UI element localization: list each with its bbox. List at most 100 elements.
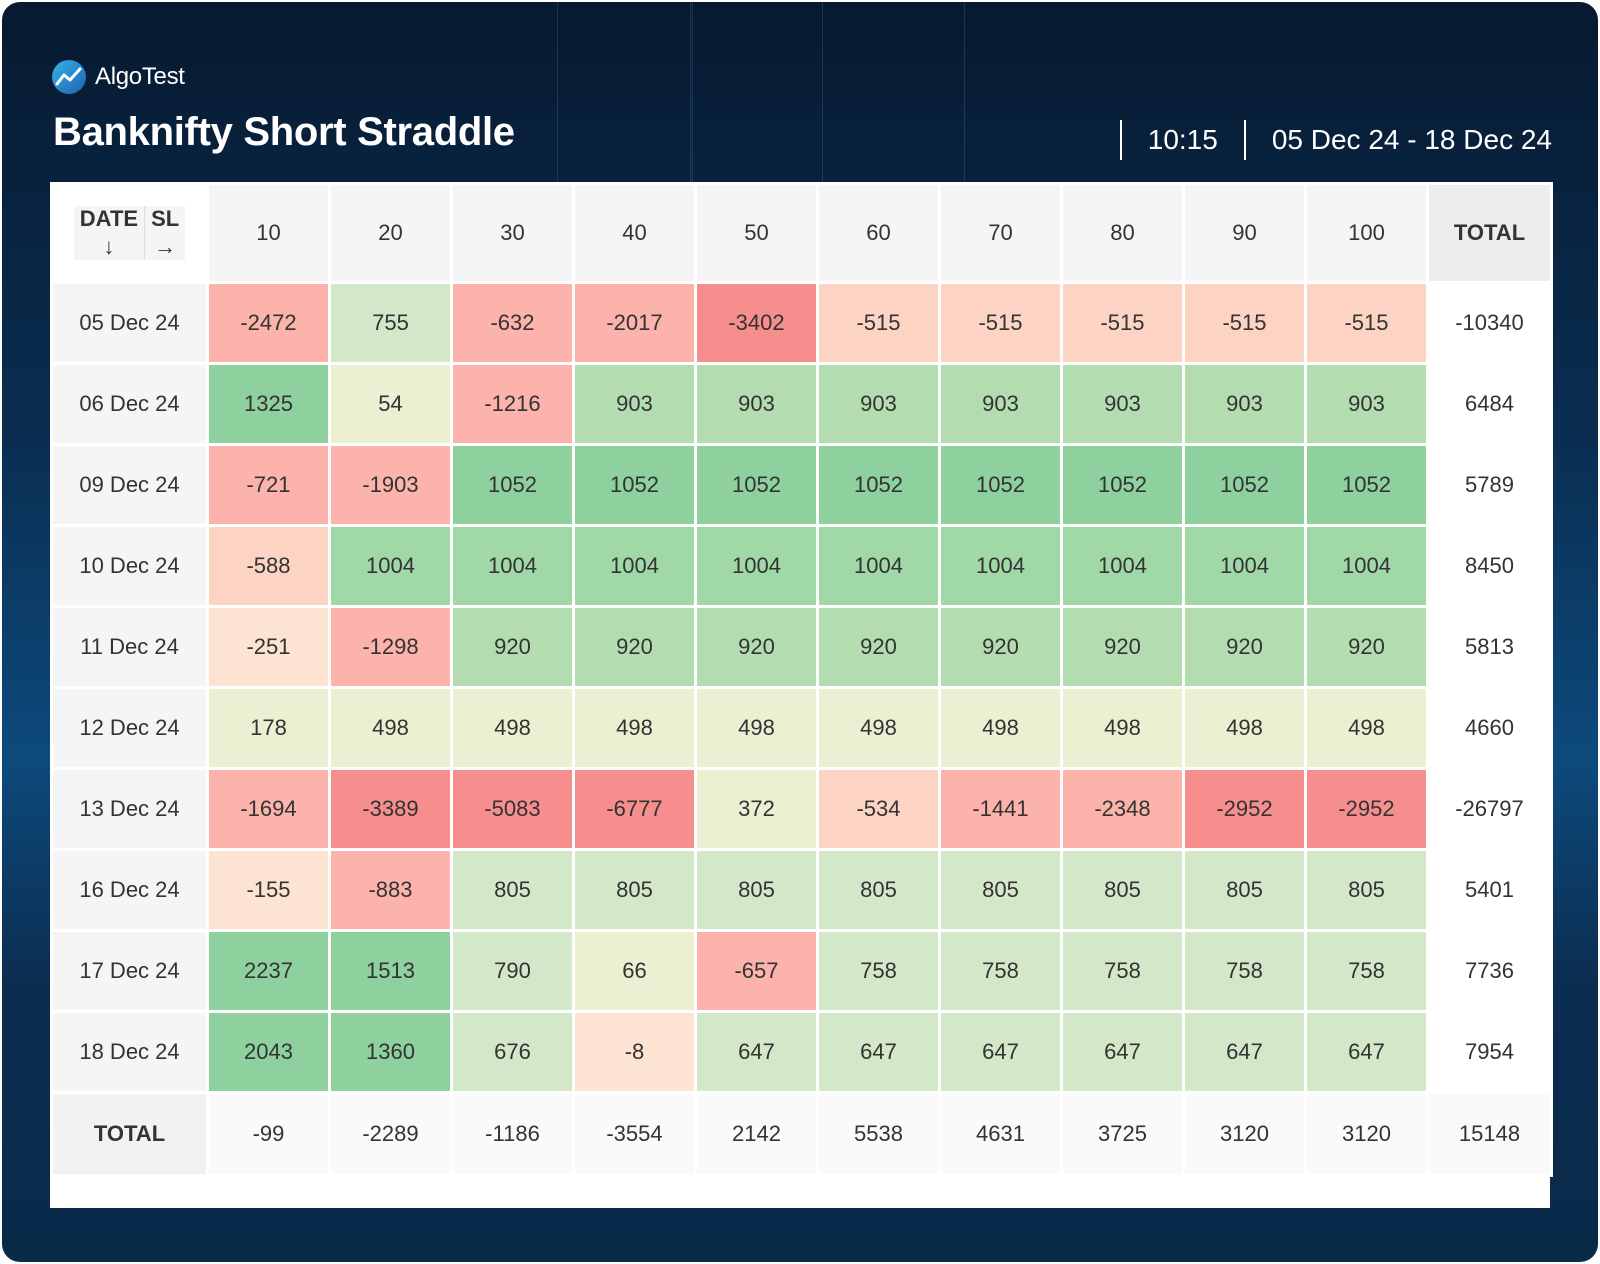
row-total: 7736 (1426, 929, 1553, 1013)
row-date-label: 05 Dec 24 (50, 281, 209, 365)
background-gridline (692, 2, 693, 182)
heatmap-cell: -155 (206, 848, 331, 932)
heatmap-cell: 920 (1182, 605, 1307, 689)
heatmap-cell: 1004 (572, 524, 697, 608)
heatmap-cell: -6777 (572, 767, 697, 851)
heatmap-cell: 805 (572, 848, 697, 932)
heatmap-cell: 1004 (328, 524, 453, 608)
heatmap-cell: -534 (816, 767, 941, 851)
heatmap-cell: 647 (1060, 1010, 1185, 1094)
heatmap-cell: 647 (938, 1010, 1063, 1094)
date-range: 05 Dec 24 - 18 Dec 24 (1271, 124, 1552, 155)
column-total: -3554 (572, 1091, 697, 1177)
column-header-sl-80: 80 (1060, 182, 1185, 284)
row-total: 7954 (1426, 1010, 1553, 1094)
heatmap-cell: 805 (1304, 848, 1429, 932)
heatmap-cell: 1052 (1060, 443, 1185, 527)
row-total: 5813 (1426, 605, 1553, 689)
heatmap-table: DATE ↓ SL → 10 20 30 40 50 60 70 80 90 100 TOTAL 0… (50, 182, 1553, 1177)
heatmap-cell: 1360 (328, 1010, 453, 1094)
heatmap-cell: -2952 (1304, 767, 1429, 851)
heatmap-cell: -3402 (694, 281, 819, 365)
column-header-sl-100: 100 (1304, 182, 1429, 284)
date-axis-label: DATE (79, 206, 139, 231)
column-header-sl-70: 70 (938, 182, 1063, 284)
heatmap-cell: -515 (1060, 281, 1185, 365)
heatmap-cell: 805 (694, 848, 819, 932)
table-row: 18 Dec 24 2043 1360 676 -8 647 647 647 647 647 647… (50, 1010, 1553, 1094)
row-date-label: 11 Dec 24 (50, 605, 209, 689)
row-total: 5789 (1426, 443, 1553, 527)
arrow-down-icon: ↓ (103, 234, 115, 259)
header-row: DATE ↓ SL → 10 20 30 40 50 60 70 80 90 100 TOTAL (50, 182, 1553, 284)
heatmap-cell: -2952 (1182, 767, 1307, 851)
heatmap-cell: 755 (328, 281, 453, 365)
column-total: 5538 (816, 1091, 941, 1177)
heatmap-cell: 920 (572, 605, 697, 689)
arrow-right-icon: → (154, 234, 177, 259)
heatmap-cell: 920 (450, 605, 575, 689)
column-total: 4631 (938, 1091, 1063, 1177)
table-row: 11 Dec 24 -251 -1298 920 920 920 920 920 920 920 9… (50, 605, 1553, 689)
heatmap-cell: 758 (1182, 929, 1307, 1013)
column-header-sl-40: 40 (572, 182, 697, 284)
heatmap-cell: 1004 (1182, 524, 1307, 608)
column-header-sl-90: 90 (1182, 182, 1307, 284)
heatmap-table-container: DATE ↓ SL → 10 20 30 40 50 60 70 80 90 100 TOTAL 0… (50, 182, 1553, 1208)
corner-header: DATE ↓ SL → (50, 182, 209, 284)
heatmap-cell: 498 (572, 686, 697, 770)
heatmap-cell: -632 (450, 281, 575, 365)
heatmap-cell: 920 (1304, 605, 1429, 689)
heatmap-cell: -2472 (206, 281, 331, 365)
heatmap-cell: 903 (1304, 362, 1429, 446)
heatmap-cell: 805 (1060, 848, 1185, 932)
heatmap-cell: 758 (1304, 929, 1429, 1013)
heatmap-cell: 498 (938, 686, 1063, 770)
column-header-sl-50: 50 (694, 182, 819, 284)
heatmap-cell: 2043 (206, 1010, 331, 1094)
background-gridline (690, 2, 691, 182)
chart-logo-icon (51, 59, 87, 95)
heatmap-cell: 498 (450, 686, 575, 770)
column-header-total: TOTAL (1426, 182, 1553, 284)
table-row: 16 Dec 24 -155 -883 805 805 805 805 805 805 805 80… (50, 848, 1553, 932)
heatmap-cell: -2348 (1060, 767, 1185, 851)
row-total: 6484 (1426, 362, 1553, 446)
column-total: -99 (206, 1091, 331, 1177)
column-total: 3725 (1060, 1091, 1185, 1177)
heatmap-cell: 903 (694, 362, 819, 446)
heatmap-cell: -883 (328, 848, 453, 932)
table-footer: TOTAL -99 -2289 -1186 -3554 2142 5538 4631 3725 3… (50, 1091, 1553, 1177)
heatmap-cell: 903 (816, 362, 941, 446)
heatmap-cell: 758 (816, 929, 941, 1013)
table-row: 17 Dec 24 2237 1513 790 66 -657 758 758 758 758 75… (50, 929, 1553, 1013)
column-total: -2289 (328, 1091, 453, 1177)
column-header-sl-60: 60 (816, 182, 941, 284)
row-total: 5401 (1426, 848, 1553, 932)
heatmap-cell: 920 (694, 605, 819, 689)
column-header-sl-30: 30 (450, 182, 575, 284)
heatmap-cell: 498 (694, 686, 819, 770)
row-total: -10340 (1426, 281, 1553, 365)
heatmap-cell: 920 (938, 605, 1063, 689)
heatmap-cell: 903 (1182, 362, 1307, 446)
heatmap-cell: -1298 (328, 605, 453, 689)
heatmap-cell: 805 (938, 848, 1063, 932)
heatmap-cell: 647 (816, 1010, 941, 1094)
row-total: -26797 (1426, 767, 1553, 851)
table-row: 10 Dec 24 -588 1004 1004 1004 1004 1004 1004 100… (50, 524, 1553, 608)
heatmap-cell: 1004 (450, 524, 575, 608)
row-date-label: 17 Dec 24 (50, 929, 209, 1013)
table-row: 13 Dec 24 -1694 -3389 -5083 -6777 372 -534 -144… (50, 767, 1553, 851)
heatmap-cell: -588 (206, 524, 331, 608)
heatmap-cell: 1052 (816, 443, 941, 527)
grand-total: 15148 (1426, 1091, 1553, 1177)
divider (1119, 120, 1122, 160)
heatmap-cell: 66 (572, 929, 697, 1013)
table-row: 05 Dec 24 -2472 755 -632 -2017 -3402 -515 -515-… (50, 281, 1553, 365)
heatmap-cell: 1052 (938, 443, 1063, 527)
heatmap-cell: -721 (206, 443, 331, 527)
heatmap-cell: 1052 (694, 443, 819, 527)
row-date-label: 12 Dec 24 (50, 686, 209, 770)
column-total: 3120 (1182, 1091, 1307, 1177)
